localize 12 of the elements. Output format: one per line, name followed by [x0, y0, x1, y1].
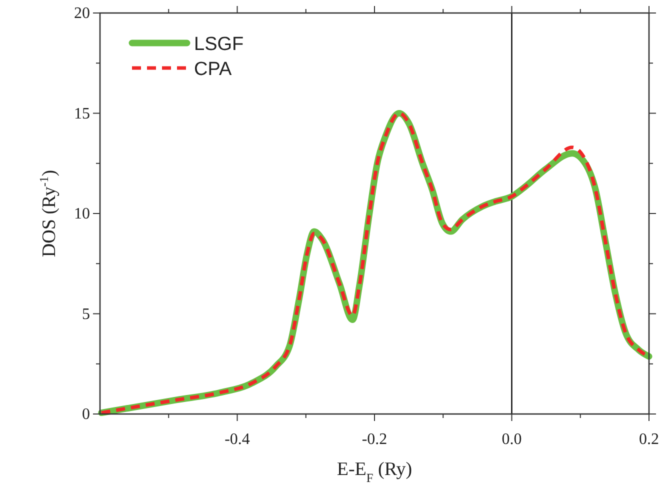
y-tick-label: 20 — [74, 5, 90, 22]
x-tick-label: 0.0 — [502, 431, 522, 448]
y-tick-label: 15 — [74, 105, 90, 122]
y-tick-label: 0 — [82, 406, 90, 423]
x-tick-label: -0.2 — [362, 431, 388, 448]
y-tick-label: 10 — [74, 206, 90, 222]
x-axis-title: E-E$_{F}$ (Ry) — [336, 459, 412, 485]
y-tick-label: 5 — [82, 306, 90, 323]
x-tick-label: -0.4 — [224, 431, 250, 448]
legend-label: CPA — [194, 59, 232, 80]
legend-label: LSGF — [194, 34, 244, 55]
x-tick-label: 0.2 — [639, 431, 659, 448]
